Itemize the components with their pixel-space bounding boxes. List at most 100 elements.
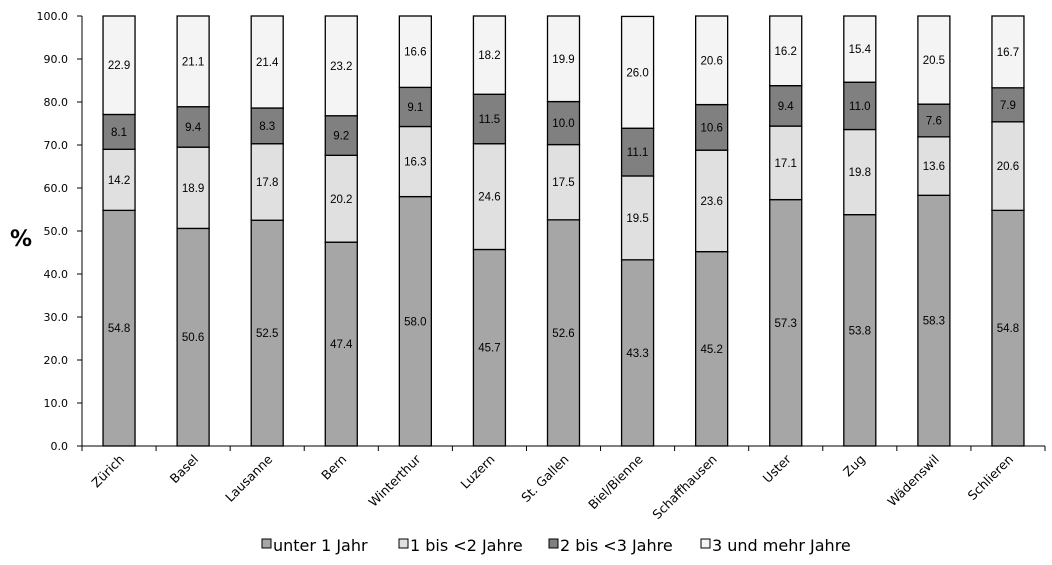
bar-schaffhausen-2-bis-3-jahre: [695, 103, 729, 151]
data-label: 54.8: [997, 323, 1019, 335]
bar-st-gallen-2-bis-3-jahre: [546, 100, 581, 146]
bar-lausanne-1-bis-2-jahre: [250, 143, 284, 221]
data-label: 22.9: [108, 60, 130, 72]
data-label: 19.8: [849, 167, 871, 179]
bar-schlieren-1-bis-2-jahre: [991, 121, 1025, 212]
legend-label-3-und-mehr-jahre: 3 und mehr Jahre: [712, 536, 851, 555]
bar-biel-bienne-3-und-mehr-jahre: [620, 15, 655, 129]
data-label: 17.8: [256, 177, 278, 189]
bar-st-gallen-1-bis-2-jahre: [546, 143, 581, 221]
data-label: 19.9: [552, 54, 574, 66]
bar-z-rich-unter-1-jahr: [102, 209, 136, 447]
data-label: 21.1: [182, 56, 204, 68]
data-label: 16.2: [775, 46, 797, 58]
bar-winterthur-1-bis-2-jahre: [398, 125, 432, 198]
data-label: 9.4: [778, 101, 795, 113]
data-label: 45.2: [700, 344, 722, 356]
bar-winterthur-unter-1-jahr: [398, 195, 432, 447]
data-label: 43.3: [626, 348, 648, 360]
data-label: 54.8: [108, 323, 130, 335]
data-label: 19.5: [626, 213, 648, 225]
y-tick-label: 80.0: [44, 96, 69, 109]
x-tick-label: St. Gallen: [518, 452, 572, 506]
data-label: 9.1: [407, 102, 423, 114]
bar-w-denswil-3-und-mehr-jahre: [917, 15, 951, 105]
y-tick-label: 40.0: [44, 268, 69, 281]
data-label: 52.5: [256, 328, 278, 340]
legend-label-1-bis-2-jahre: 1 bis <2 Jahre: [410, 536, 523, 555]
x-tick-label: Winterthur: [365, 451, 424, 510]
data-label: 11.1: [627, 147, 649, 159]
legend-swatch-2-bis-3-jahre: [548, 538, 559, 549]
bar-basel-1-bis-2-jahre: [176, 146, 210, 230]
x-tick-label: Wädenswil: [884, 452, 942, 510]
x-tick-label: Bern: [318, 452, 349, 483]
data-label: 26.0: [626, 67, 648, 79]
legend: unter 1 Jahr 1 bis <2 Jahre 2 bis <3 Jahre…: [261, 536, 851, 555]
bar-z-rich-1-bis-2-jahre: [102, 148, 136, 212]
data-label: 13.6: [923, 161, 945, 173]
x-tick-label: Zug: [840, 452, 868, 480]
bar-zug-3-und-mehr-jahre: [843, 15, 877, 83]
y-tick-label: 0.0: [51, 440, 69, 453]
bar-winterthur-2-bis-3-jahre: [398, 86, 432, 128]
data-label: 20.2: [330, 194, 352, 206]
data-label: 20.6: [700, 55, 722, 67]
data-label: 24.6: [478, 192, 500, 204]
x-tick-label: Luzern: [457, 452, 497, 492]
data-label: 14.2: [108, 175, 130, 187]
bar-basel-2-bis-3-jahre: [176, 106, 210, 148]
data-label: 58.0: [404, 316, 426, 328]
y-tick-label: 20.0: [44, 354, 69, 367]
data-label: 53.8: [849, 325, 871, 337]
data-label: 17.1: [775, 158, 797, 170]
data-label: 20.6: [997, 161, 1019, 173]
bar-schaffhausen-1-bis-2-jahre: [695, 149, 729, 253]
bar-zug-1-bis-2-jahre: [843, 128, 877, 216]
bar-w-denswil-unter-1-jahr: [917, 194, 951, 447]
x-tick-label: Uster: [760, 451, 795, 486]
bar-uster-3-und-mehr-jahre: [769, 15, 803, 87]
data-label: 50.6: [182, 332, 204, 344]
bar-luzern-3-und-mehr-jahre: [472, 15, 507, 95]
data-label: 9.4: [185, 122, 202, 134]
x-tick-label: Schlieren: [965, 452, 1017, 504]
legend-label-2-bis-3-jahre: 2 bis <3 Jahre: [560, 536, 673, 555]
bar-uster-1-bis-2-jahre: [769, 125, 803, 201]
data-label: 18.2: [478, 50, 500, 62]
data-label: 7.9: [1000, 100, 1016, 112]
data-label: 58.3: [923, 316, 945, 328]
data-label: 52.6: [552, 328, 574, 340]
data-label: 11.0: [849, 101, 871, 113]
data-label: 16.7: [997, 47, 1019, 59]
legend-swatch-3-und-mehr-jahre: [700, 538, 711, 549]
bar-schlieren-unter-1-jahr: [991, 209, 1025, 447]
y-tick-label: 70.0: [44, 139, 69, 152]
x-tick-label: Zürich: [88, 452, 127, 491]
bar-winterthur-3-und-mehr-jahre: [398, 15, 432, 89]
bar-w-denswil-2-bis-3-jahre: [917, 103, 951, 138]
data-label: 16.3: [404, 157, 426, 169]
y-tick-label: 90.0: [44, 53, 69, 66]
data-label: 21.4: [256, 57, 279, 69]
bar-biel-bienne-unter-1-jahr: [620, 259, 655, 447]
x-tick-label: Lausanne: [222, 451, 275, 504]
data-label: 17.5: [552, 177, 574, 189]
data-label: 8.3: [259, 121, 275, 133]
bar-lausanne-3-und-mehr-jahre: [250, 15, 284, 109]
data-labels-layer: 54.8 14.2 8.1 22.9 50.6 18.9 9.4 21.1 52.5 17.8 8.…: [108, 44, 1019, 360]
data-label: 23.6: [700, 196, 722, 208]
x-tick-label: Biel/Bienne: [585, 451, 646, 512]
data-label: 15.4: [849, 44, 872, 56]
data-label: 57.3: [775, 318, 797, 330]
data-label: 47.4: [330, 339, 353, 351]
legend-label-unter-1-jahr: unter 1 Jahr: [273, 536, 368, 555]
bar-z-rich-3-und-mehr-jahre: [102, 15, 136, 116]
bar-st-gallen-3-und-mehr-jahre: [546, 15, 581, 103]
data-label: 7.6: [926, 115, 942, 127]
data-label: 18.9: [182, 183, 204, 195]
bars-layer: [102, 15, 1025, 447]
data-label: 23.2: [330, 61, 352, 73]
